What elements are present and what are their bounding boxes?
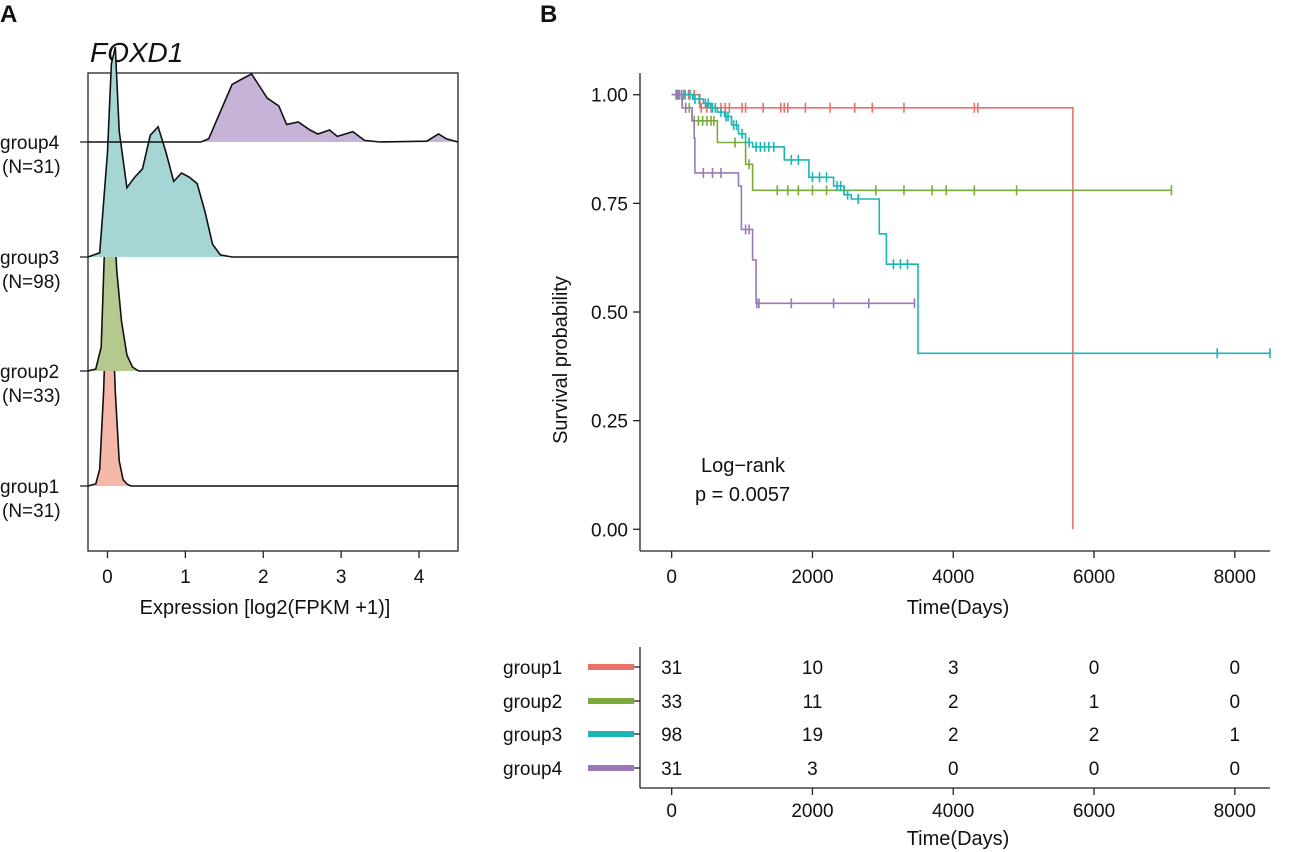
ridgeline-x-axis-label: Expression [log2(FPKM +1)] bbox=[140, 597, 391, 619]
ridge-label-group3: group3 bbox=[0, 248, 59, 269]
km-x-tick-label-8000: 8000 bbox=[1214, 567, 1256, 588]
risk-value-group4-1: 3 bbox=[807, 759, 818, 780]
km-x-ticks: 0 2000 4000 6000 8000 bbox=[666, 551, 1256, 588]
ridge-line-group1 bbox=[87, 275, 458, 487]
km-curve-group3 bbox=[671, 93, 1270, 355]
risk-x-tick-label-8000: 8000 bbox=[1214, 801, 1256, 822]
risk-value-group2-2: 2 bbox=[948, 692, 959, 713]
km-curve-group4 bbox=[671, 93, 915, 305]
risk-value-group3-3: 2 bbox=[1089, 725, 1100, 746]
ridge-n-group1: (N=31) bbox=[2, 501, 61, 522]
risk-value-group3-2: 2 bbox=[948, 725, 959, 746]
km-x-tick-label-0: 0 bbox=[666, 567, 677, 588]
risk-label-group4: group4 bbox=[503, 759, 563, 780]
km-x-tick-label-4000: 4000 bbox=[932, 567, 974, 588]
km-y-tick-label-0.00: 0.00 bbox=[591, 520, 628, 541]
km-y-tick-label-0.25: 0.25 bbox=[591, 412, 628, 433]
kaplan-meier-chart: 0.00 0.25 0.50 0.75 1.00 0 2000 4000 6000 8000 T… bbox=[550, 73, 1271, 619]
ridge-label-group4: group4 bbox=[0, 133, 60, 154]
ridge-x-tick-label-1: 1 bbox=[180, 567, 191, 588]
km-y-ticks: 0.00 0.25 0.50 0.75 1.00 bbox=[591, 86, 640, 541]
km-y-tick-label-0.50: 0.50 bbox=[591, 303, 628, 324]
km-curves bbox=[671, 89, 1271, 530]
ridge-n-group3: (N=98) bbox=[2, 272, 61, 293]
risk-value-group3-4: 1 bbox=[1230, 725, 1241, 746]
risk-x-ticks: 0 2000 4000 6000 8000 bbox=[666, 788, 1256, 822]
risk-value-group4-3: 0 bbox=[1089, 759, 1100, 780]
km-y-axis-label: Survival probability bbox=[550, 276, 572, 444]
risk-value-group1-3: 0 bbox=[1089, 658, 1100, 679]
risk-value-group2-3: 1 bbox=[1089, 692, 1100, 713]
risk-x-tick-label-4000: 4000 bbox=[932, 801, 974, 822]
km-x-axis-label: Time(Days) bbox=[907, 597, 1010, 619]
ridge-line-group3 bbox=[87, 46, 458, 258]
risk-x-axis-label: Time(Days) bbox=[907, 828, 1010, 850]
km-y-tick-label-1.00: 1.00 bbox=[591, 86, 628, 107]
ridge-n-group2: (N=33) bbox=[2, 386, 61, 407]
risk-value-group2-4: 0 bbox=[1230, 692, 1241, 713]
ridge-x-tick-label-2: 2 bbox=[258, 567, 269, 588]
ridge-fill-group4 bbox=[88, 74, 458, 142]
risk-x-tick-label-0: 0 bbox=[666, 801, 677, 822]
ridgeline-group-labels: group1 (N=31) group2 (N=33) group3 (N=98) grou… bbox=[0, 133, 88, 522]
risk-value-group3-0: 98 bbox=[661, 725, 682, 746]
ridge-x-tick-label-0: 0 bbox=[102, 567, 113, 588]
risk-value-group2-1: 11 bbox=[803, 692, 823, 713]
risk-value-group3-1: 19 bbox=[802, 725, 823, 746]
panel-a-label: A bbox=[0, 1, 17, 28]
ridgeline-frame bbox=[87, 72, 459, 552]
ridge-label-group1: group1 bbox=[0, 477, 59, 498]
km-x-tick-label-6000: 6000 bbox=[1073, 567, 1115, 588]
risk-value-group4-0: 31 bbox=[661, 759, 682, 780]
km-y-tick-label-0.75: 0.75 bbox=[591, 194, 628, 215]
ridge-x-tick-label-3: 3 bbox=[336, 567, 347, 588]
logrank-p-value: p = 0.0057 bbox=[695, 484, 790, 506]
km-x-tick-label-2000: 2000 bbox=[791, 567, 833, 588]
risk-label-group1: group1 bbox=[503, 658, 562, 679]
risk-value-group4-4: 0 bbox=[1230, 759, 1241, 780]
ridgeline-series-group bbox=[87, 46, 459, 487]
ridge-fill-group3 bbox=[88, 47, 458, 257]
ridgeline-x-ticks: 0 1 2 3 4 bbox=[102, 551, 425, 588]
ridge-n-group4: (N=31) bbox=[2, 157, 61, 178]
ridge-line-group4 bbox=[88, 72, 459, 143]
ridge-fill-group2 bbox=[88, 171, 458, 371]
risk-label-group3: group3 bbox=[503, 725, 562, 746]
risk-value-group2-0: 33 bbox=[661, 692, 682, 713]
risk-value-group1-1: 10 bbox=[802, 658, 823, 679]
panel-b-label: B bbox=[540, 1, 557, 28]
risk-value-group4-2: 0 bbox=[948, 759, 959, 780]
risk-value-group1-0: 31 bbox=[661, 658, 682, 679]
risk-x-tick-label-2000: 2000 bbox=[791, 801, 833, 822]
risk-label-group2: group2 bbox=[503, 692, 562, 713]
ridgeline-title: FOXD1 bbox=[90, 37, 183, 68]
logrank-label: Log−rank bbox=[701, 455, 786, 477]
risk-value-group1-2: 3 bbox=[948, 658, 959, 679]
risk-value-group1-4: 0 bbox=[1230, 658, 1241, 679]
ridge-fill-group1 bbox=[88, 276, 458, 486]
risk-x-tick-label-6000: 6000 bbox=[1073, 801, 1115, 822]
ridge-x-tick-label-4: 4 bbox=[414, 567, 425, 588]
ridge-label-group2: group2 bbox=[0, 362, 59, 383]
